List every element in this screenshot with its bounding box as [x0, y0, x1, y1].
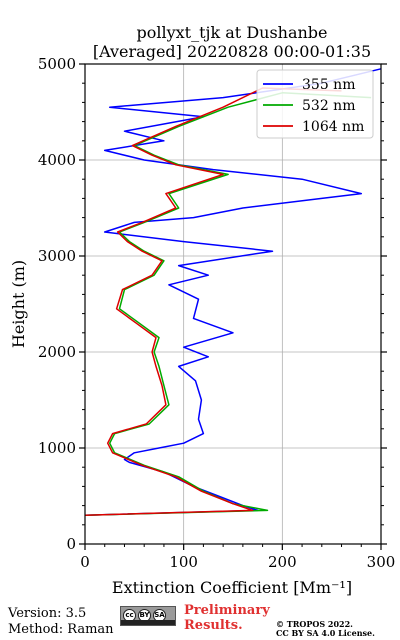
chart-title-line2: [Averaged] 20220828 00:00-01:35	[93, 42, 371, 61]
cc-license-badge: cc BY SA	[120, 606, 176, 626]
chart-title-line1: pollyxt_tjk at Dushanbe	[136, 23, 327, 42]
y-tick-label: 3000	[38, 247, 76, 265]
series-line-355-nm	[84, 68, 382, 516]
y-tick-label: 1000	[38, 439, 76, 457]
x-axis-label: Extinction Coefficient [Mm⁻¹]	[112, 578, 352, 597]
x-tick-label: 100	[169, 553, 198, 571]
legend-box	[256, 69, 374, 139]
legend: 355 nm 532 nm 1064 nm	[256, 69, 374, 139]
series-line-532-nm	[84, 92, 372, 516]
series-layer	[84, 68, 382, 516]
x-tick-label: 200	[268, 553, 297, 571]
footer-info: Version: 3.5 Method: Raman	[8, 606, 114, 638]
preliminary-notice: Preliminary Results.	[184, 603, 270, 633]
copyright-notice: © TROPOS 2022. CC BY SA 4.0 License.	[276, 620, 375, 638]
method-text: Method: Raman	[8, 622, 114, 637]
series-line-1064-nm	[84, 87, 342, 516]
y-axis-label: Height (m)	[9, 260, 28, 348]
preliminary-line1: Preliminary	[184, 603, 270, 618]
copyright-line1: © TROPOS 2022.	[276, 619, 353, 629]
y-tick-label: 0	[66, 535, 76, 553]
legend-label-355-nm: 355 nm	[302, 77, 355, 93]
y-tick-label: 5000	[38, 55, 76, 73]
y-tick-label: 4000	[38, 151, 76, 169]
legend-label-532-nm: 532 nm	[302, 98, 355, 114]
legend-label-1064-nm: 1064 nm	[302, 119, 364, 135]
copyright-line2: CC BY SA 4.0 License.	[276, 628, 375, 638]
x-tick-label: 0	[80, 553, 90, 571]
preliminary-line2: Results.	[184, 618, 243, 633]
badge-strip	[121, 620, 175, 625]
x-tick-label: 300	[367, 553, 396, 571]
plot-frame	[84, 63, 382, 545]
y-tick-label: 2000	[38, 343, 76, 361]
version-text: Version: 3.5	[8, 606, 87, 621]
